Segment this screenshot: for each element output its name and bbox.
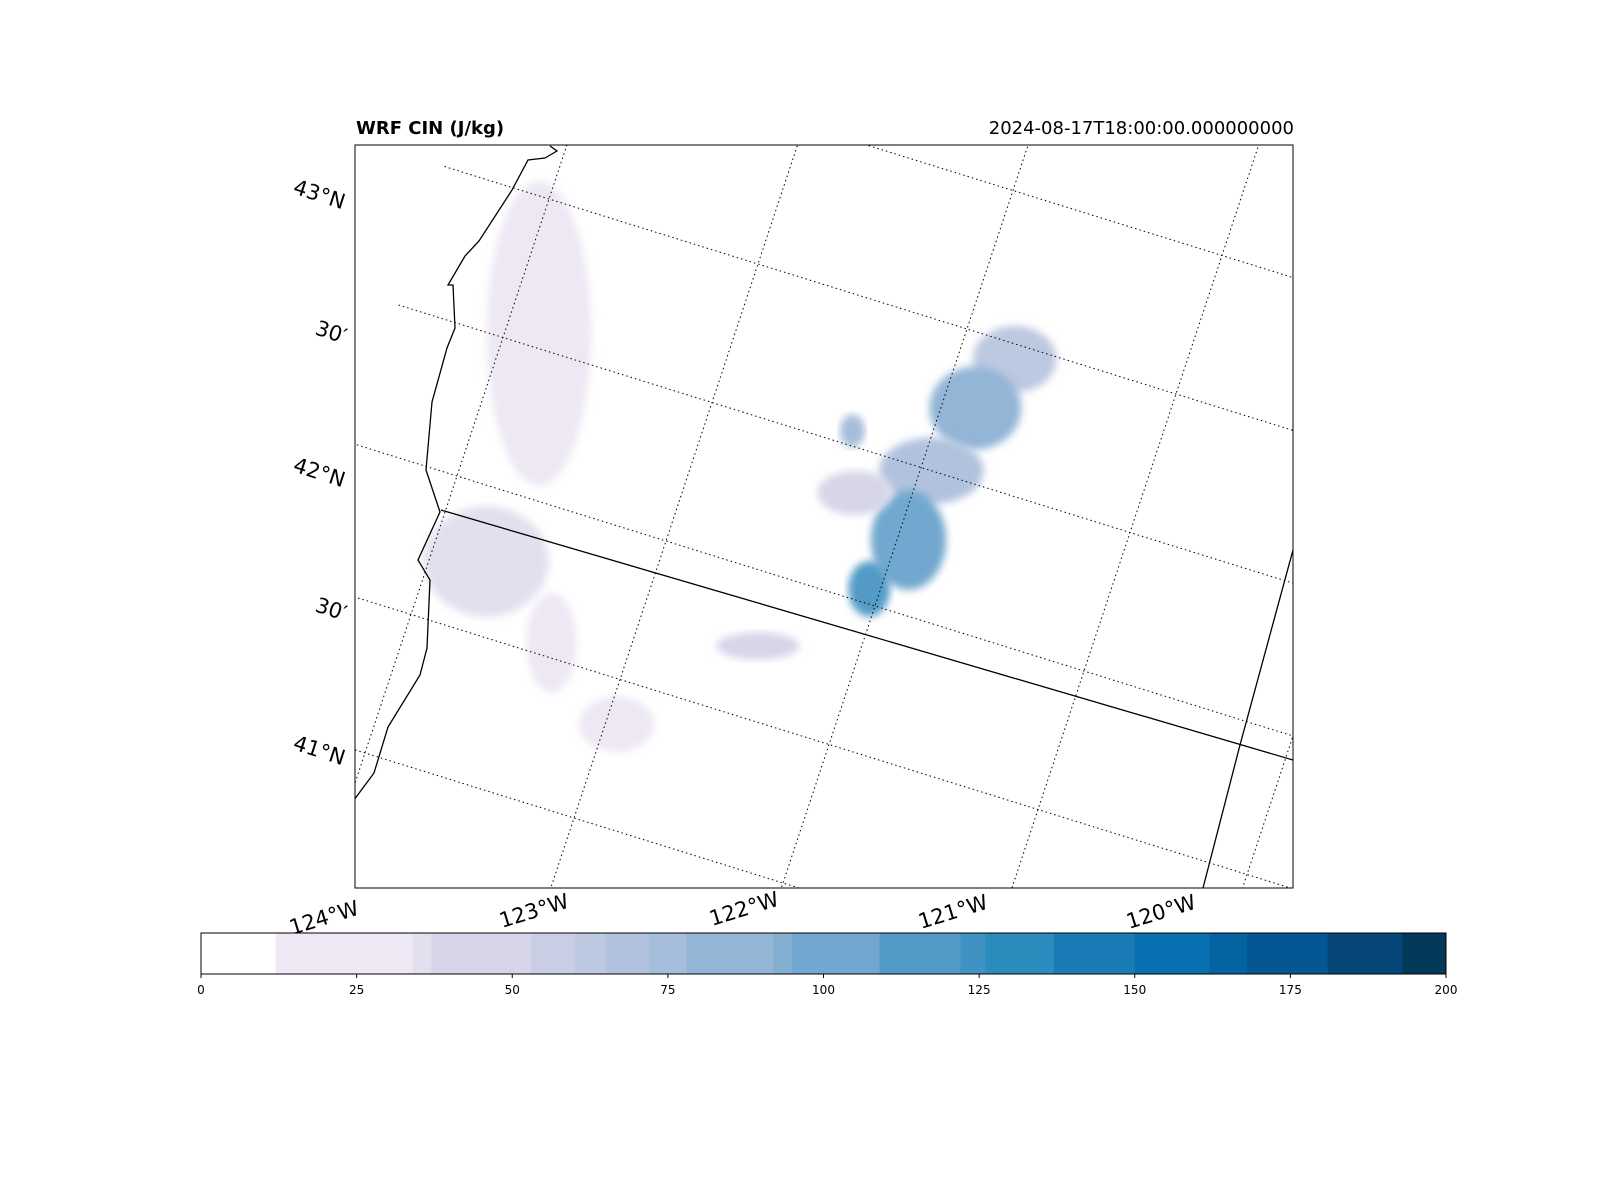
meridian-line — [1355, 247, 1600, 1200]
cin-patch — [716, 632, 800, 660]
cin-patch — [929, 366, 1022, 450]
longitude-label: 121°W — [915, 890, 990, 934]
cin-patch — [848, 561, 891, 617]
colorbar-tick-label: 175 — [1279, 983, 1302, 997]
colorbar-segment — [773, 933, 793, 974]
colorbar-tick-label: 0 — [197, 983, 205, 997]
longitude-label: 123°W — [496, 889, 571, 933]
colorbar-tick-label: 125 — [968, 983, 991, 997]
colorbar-segment — [649, 933, 688, 974]
colorbar-segment — [1053, 933, 1136, 974]
cin-patch — [423, 506, 549, 617]
latitude-label: 41°N — [290, 731, 348, 770]
colorbar: 0 25 50 75 100 125 150 175 200 — [197, 932, 1458, 997]
colorbar-segment — [431, 933, 532, 974]
colorbar-tick-label: 50 — [505, 983, 520, 997]
parallel-line — [355, 596, 1293, 888]
map-timestamp: 2024-08-17T18:00:00.000000000 — [988, 118, 1294, 139]
colorbar-segment — [275, 933, 414, 974]
cin-field — [423, 181, 1057, 752]
cin-patch — [579, 696, 655, 752]
parallel-line — [355, 749, 801, 888]
parallel-line — [865, 145, 1293, 279]
latitude-label: 43°N — [290, 175, 348, 214]
latitude-labels: 43°N 30′ 42°N 30′ 41°N — [290, 175, 350, 770]
map-title: WRF CIN (J/kg) — [356, 118, 505, 139]
cin-patch — [817, 470, 893, 515]
colorbar-tick-label: 100 — [812, 983, 835, 997]
cin-patch — [870, 490, 947, 590]
colorbar-segment — [1209, 933, 1248, 974]
colorbar-segment — [985, 933, 1055, 974]
colorbar-segment — [879, 933, 961, 974]
colorbar-segment — [960, 933, 986, 974]
cin-patch — [526, 593, 577, 693]
map-frame — [354, 144, 1294, 889]
longitude-labels: 124°W 123°W 122°W 121°W 120°W — [286, 887, 1198, 940]
colorbar-segment — [792, 933, 881, 974]
colorbar-segment — [1134, 933, 1210, 974]
latitude-label: 42°N — [290, 453, 348, 492]
colorbar-segment — [686, 933, 775, 974]
cin-patch — [839, 414, 865, 448]
meridian-line — [550, 145, 799, 888]
meridian-line — [355, 145, 568, 785]
graticule — [355, 145, 1600, 1200]
state-border-east — [1202, 549, 1293, 888]
latitude-label: 30′ — [312, 316, 350, 349]
colorbar-segment — [201, 933, 277, 974]
colorbar-tick-label: 200 — [1435, 983, 1458, 997]
colorbar-tick-label: 75 — [660, 983, 675, 997]
colorbar-segment — [530, 933, 575, 974]
longitude-label: 120°W — [1123, 890, 1198, 934]
colorbar-segment — [574, 933, 607, 974]
colorbar-segment — [605, 933, 650, 974]
cin-patch — [486, 181, 592, 486]
meridian-line — [1241, 734, 1293, 888]
colorbar-segment — [1246, 933, 1329, 974]
colorbar-tick-label: 25 — [349, 983, 364, 997]
latitude-label: 30′ — [312, 593, 350, 626]
coastline — [355, 145, 559, 800]
colorbar-tick-label: 150 — [1123, 983, 1146, 997]
state-border — [440, 509, 1293, 761]
colorbar-segment — [412, 933, 432, 974]
longitude-label: 122°W — [706, 887, 781, 931]
colorbar-segment — [1327, 933, 1403, 974]
colorbar-segment — [1402, 933, 1447, 974]
